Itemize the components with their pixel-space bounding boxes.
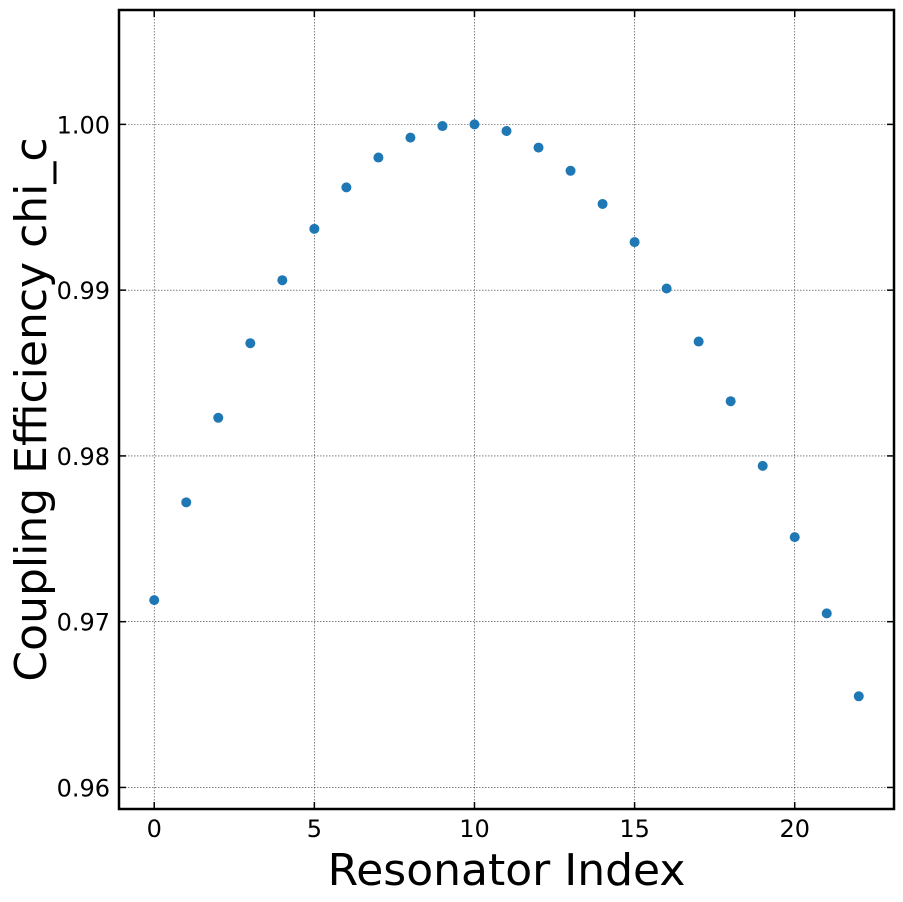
data-point: [821, 608, 832, 619]
data-point: [309, 223, 320, 234]
data-point: [533, 142, 544, 153]
y-tick-label: 0.96: [57, 774, 110, 802]
x-tick-labels: 0 5 10 15 20: [147, 815, 810, 843]
x-tick-label: 10: [459, 815, 490, 843]
data-point: [597, 198, 608, 209]
x-axis-label: Resonator Index: [328, 845, 686, 896]
data-point: [661, 283, 672, 294]
x-tick-label: 15: [619, 815, 650, 843]
data-point: [725, 396, 736, 407]
y-tick-label: 0.97: [57, 609, 110, 637]
data-point: [629, 237, 640, 248]
data-point: [245, 338, 256, 349]
data-point: [693, 336, 704, 347]
data-point: [213, 412, 224, 423]
data-point: [757, 460, 768, 471]
data-point: [277, 275, 288, 286]
data-point: [501, 126, 512, 137]
data-point: [149, 595, 160, 606]
data-point: [405, 132, 416, 143]
plot-frame: [117, 8, 896, 811]
data-point: [341, 182, 352, 193]
data-point: [469, 119, 480, 130]
data-point: [373, 152, 384, 163]
data-point: [789, 532, 800, 543]
data-points: [149, 119, 864, 702]
y-tick-label: 1.00: [57, 111, 110, 139]
x-tick-label: 5: [307, 815, 322, 843]
data-point: [181, 497, 192, 508]
y-tick-label: 0.98: [57, 443, 110, 471]
grid: [119, 10, 894, 809]
y-axis-label: Coupling Efficiency chi_c: [6, 137, 57, 681]
data-point: [437, 121, 448, 132]
x-tick-label: 0: [147, 815, 162, 843]
x-tick-label: 20: [779, 815, 810, 843]
y-tick-labels: 0.96 0.97 0.98 0.99 1.00: [57, 111, 110, 802]
y-tick-label: 0.99: [57, 277, 110, 305]
data-point: [853, 691, 864, 702]
data-point: [565, 165, 576, 176]
